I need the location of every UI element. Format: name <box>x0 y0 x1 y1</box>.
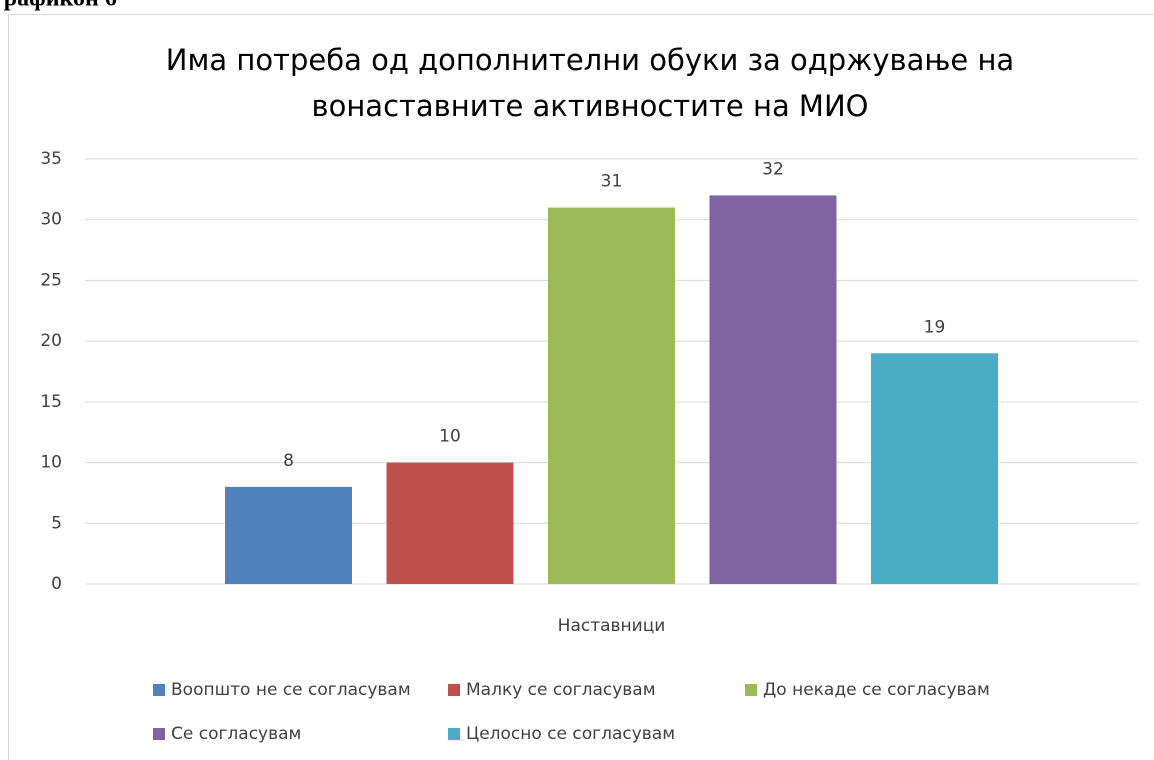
data-label: 32 <box>762 159 784 179</box>
legend-label: Се согласувам <box>171 724 301 744</box>
y-tick-label: 10 <box>40 453 62 473</box>
y-tick-label: 15 <box>40 392 62 412</box>
chart-title: Има потреба од дополнителни обуки за одр… <box>166 43 1014 77</box>
bar <box>709 195 837 584</box>
legend-label: До некаде се согласувам <box>763 680 990 700</box>
chart-title: вонаставните активностите на МИО <box>312 89 869 123</box>
legend-swatch <box>153 728 165 740</box>
y-tick-label: 5 <box>51 513 62 533</box>
y-tick-label: 0 <box>51 574 62 594</box>
x-tick-label: Наставници <box>558 616 666 636</box>
bar <box>386 462 514 584</box>
legend-swatch <box>153 684 165 696</box>
legend-label: Целосно се согласувам <box>466 724 675 744</box>
caption: Графикон 6 <box>0 0 117 12</box>
data-label: 10 <box>439 427 461 447</box>
legend-swatch <box>745 684 757 696</box>
legend-label: Воопшто не се согласувам <box>171 680 411 700</box>
legend-label: Малку се согласувам <box>466 680 656 700</box>
y-tick-label: 35 <box>40 149 62 169</box>
y-tick-label: 25 <box>40 270 62 290</box>
y-tick-label: 30 <box>40 210 62 230</box>
legend-swatch <box>448 728 460 740</box>
bar <box>871 353 998 584</box>
bar <box>548 207 675 585</box>
y-tick-label: 20 <box>40 331 62 351</box>
legend-swatch <box>448 684 460 696</box>
bar <box>225 486 352 584</box>
data-label: 19 <box>924 317 946 337</box>
data-label: 31 <box>601 172 623 192</box>
data-label: 8 <box>283 451 294 471</box>
